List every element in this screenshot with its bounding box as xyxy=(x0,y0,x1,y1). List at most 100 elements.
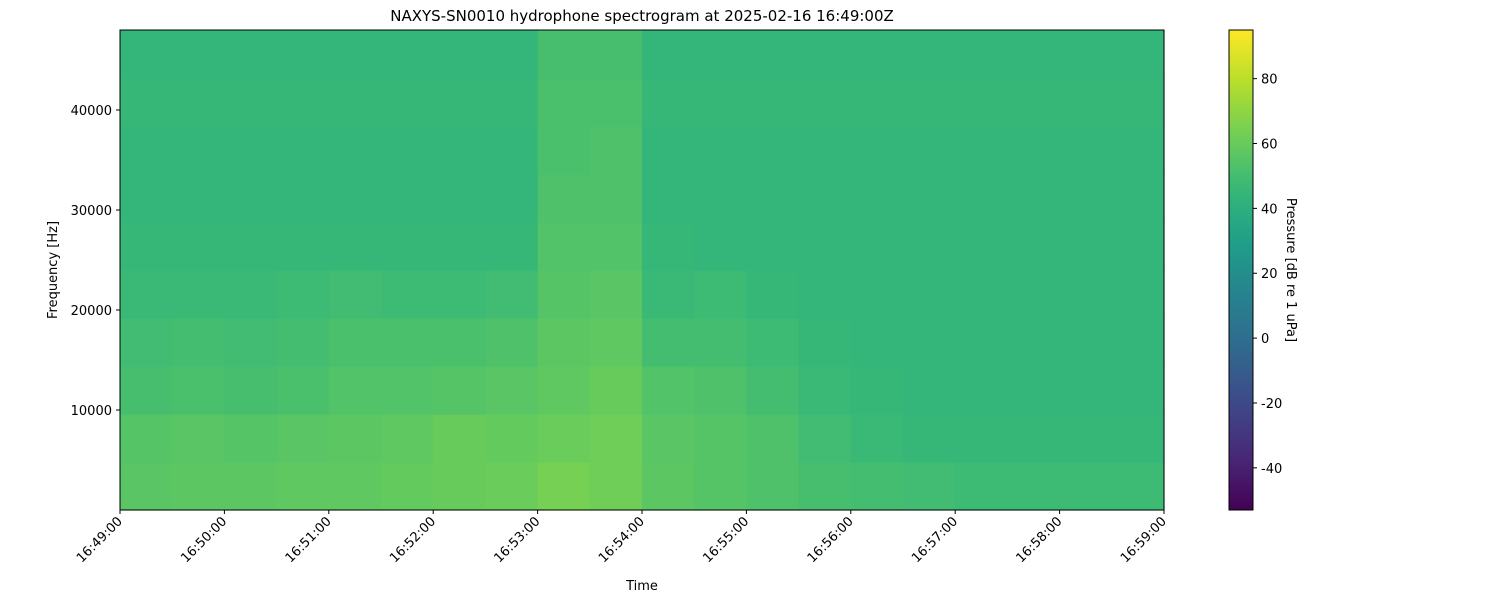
cell xyxy=(328,78,382,127)
cell xyxy=(120,78,173,127)
cell xyxy=(276,174,330,223)
cell xyxy=(537,318,591,367)
x-tick-label: 16:58:00 xyxy=(1014,514,1066,566)
cell xyxy=(328,462,382,511)
cell xyxy=(746,126,800,175)
cell xyxy=(746,222,800,271)
cell xyxy=(120,366,173,415)
cell xyxy=(1059,222,1113,271)
cell xyxy=(433,366,486,415)
cell xyxy=(433,318,486,367)
cell xyxy=(120,318,173,367)
cell xyxy=(1059,30,1113,79)
cell xyxy=(328,366,382,415)
cell xyxy=(1111,318,1165,367)
x-tick-label: 16:54:00 xyxy=(596,514,648,566)
cell xyxy=(903,366,956,415)
cell xyxy=(433,222,486,271)
cell xyxy=(955,126,1008,175)
cell xyxy=(172,126,225,175)
colorbar-tick-label: 0 xyxy=(1261,332,1269,347)
x-tick-label: 16:59:00 xyxy=(1118,514,1170,566)
cell xyxy=(589,318,643,367)
y-tick-label: 10000 xyxy=(71,404,112,419)
cell xyxy=(224,126,278,175)
cell xyxy=(120,222,173,271)
cell xyxy=(1059,318,1113,367)
y-tick-label: 30000 xyxy=(71,204,112,219)
cell xyxy=(172,318,225,367)
cell xyxy=(537,222,591,271)
cell xyxy=(1059,126,1113,175)
cell xyxy=(903,78,956,127)
cell xyxy=(955,318,1008,367)
cell xyxy=(850,318,904,367)
cell xyxy=(955,414,1008,463)
cell xyxy=(642,414,695,463)
x-tick-label: 16:51:00 xyxy=(283,514,335,566)
cell xyxy=(1111,414,1165,463)
chart-title: NAXYS-SN0010 hydrophone spectrogram at 2… xyxy=(390,7,894,25)
cell xyxy=(328,222,382,271)
cell xyxy=(746,462,800,511)
cell xyxy=(328,126,382,175)
x-tick-label: 16:52:00 xyxy=(387,514,439,566)
cell xyxy=(328,270,382,319)
cell xyxy=(746,366,800,415)
cell xyxy=(694,414,747,463)
cell xyxy=(850,270,904,319)
cell xyxy=(1059,174,1113,223)
cell xyxy=(955,174,1008,223)
x-tick-label: 16:53:00 xyxy=(492,514,544,566)
cell xyxy=(798,318,852,367)
cell xyxy=(1059,366,1113,415)
cell xyxy=(172,366,225,415)
cell xyxy=(798,222,852,271)
x-axis-label: Time xyxy=(625,579,658,594)
cell xyxy=(1111,30,1165,79)
colorbar-tick-label: 40 xyxy=(1261,202,1278,217)
cell xyxy=(537,414,591,463)
cell xyxy=(1111,174,1165,223)
cell xyxy=(172,462,225,511)
cell xyxy=(642,270,695,319)
cell xyxy=(798,30,852,79)
cell xyxy=(381,222,434,271)
cell xyxy=(1111,126,1165,175)
x-tick-label: 16:50:00 xyxy=(178,514,230,566)
cell xyxy=(1007,414,1061,463)
cell xyxy=(694,222,747,271)
cell xyxy=(955,78,1008,127)
cell xyxy=(850,414,904,463)
cell xyxy=(433,174,486,223)
cell xyxy=(589,78,643,127)
cell xyxy=(850,174,904,223)
cell xyxy=(1111,78,1165,127)
cell xyxy=(903,414,956,463)
cell xyxy=(485,30,539,79)
cell xyxy=(433,126,486,175)
cell xyxy=(642,174,695,223)
cell xyxy=(224,414,278,463)
colorbar-tick-label: -20 xyxy=(1261,397,1282,412)
cell xyxy=(903,270,956,319)
cell xyxy=(276,318,330,367)
cell xyxy=(537,30,591,79)
cell xyxy=(224,462,278,511)
cell xyxy=(485,366,539,415)
cell xyxy=(850,462,904,511)
cell xyxy=(903,126,956,175)
cell xyxy=(537,174,591,223)
cell xyxy=(642,30,695,79)
cell xyxy=(276,78,330,127)
cell xyxy=(798,462,852,511)
cell xyxy=(537,126,591,175)
cell xyxy=(224,174,278,223)
cell xyxy=(850,30,904,79)
cell xyxy=(694,318,747,367)
cell xyxy=(381,462,434,511)
cell xyxy=(120,414,173,463)
cell xyxy=(642,462,695,511)
cell xyxy=(746,270,800,319)
